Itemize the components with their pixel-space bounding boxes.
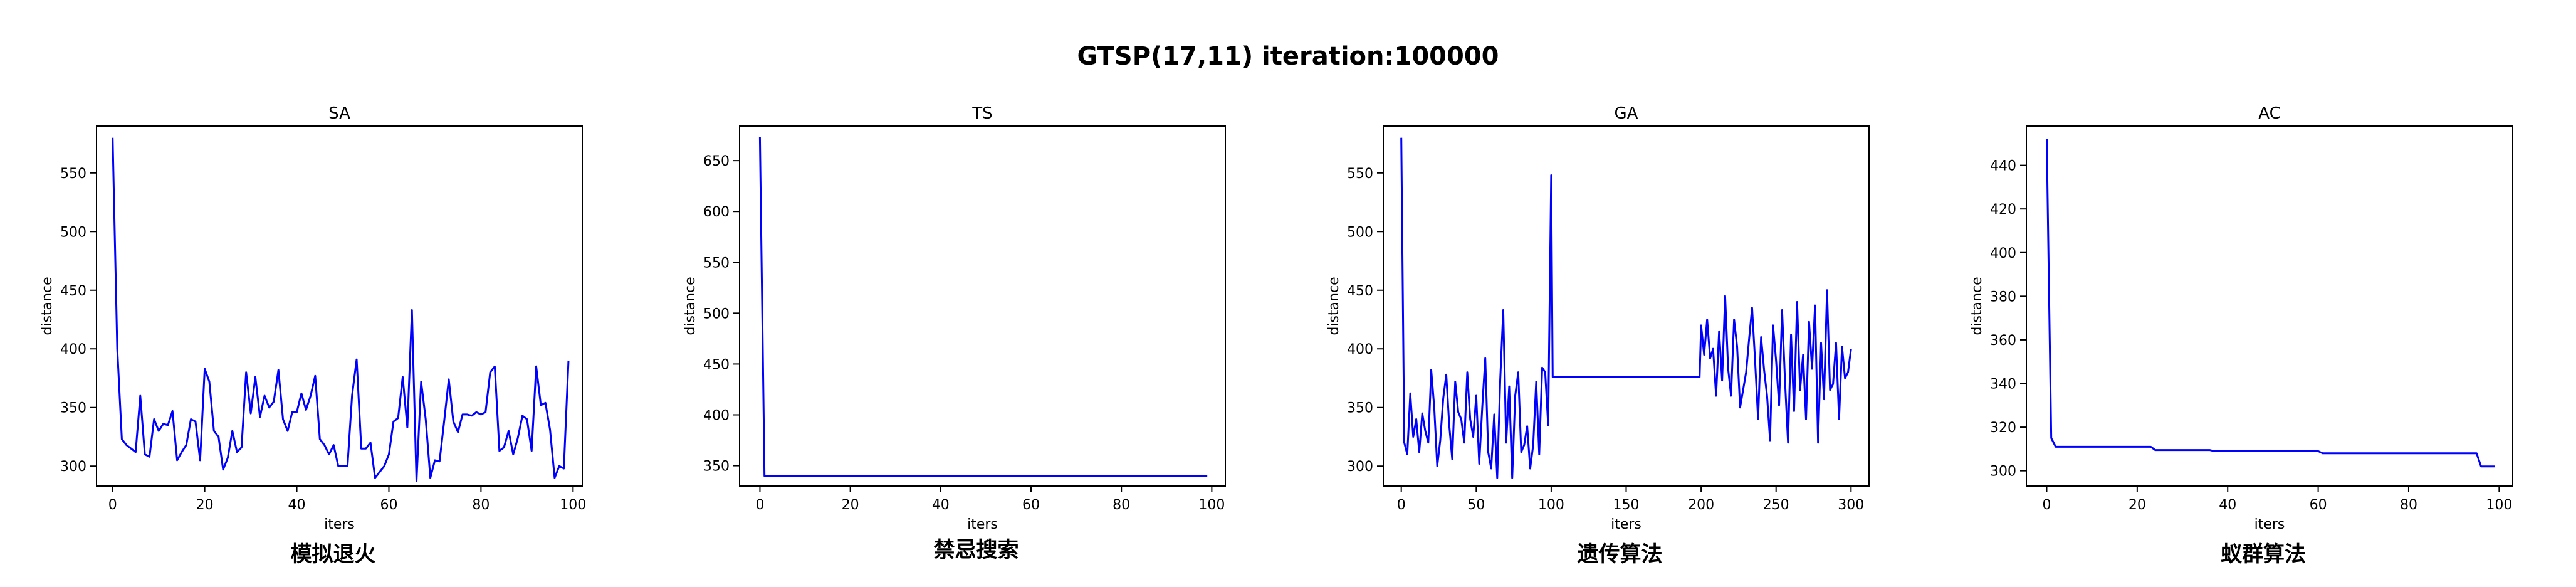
chart-title-ac: AC	[2258, 104, 2280, 123]
x-tick-label: 20	[2128, 497, 2146, 513]
x-tick-label: 100	[560, 497, 586, 513]
x-tick-label: 60	[2310, 497, 2327, 513]
plot-frame-sa	[96, 125, 583, 487]
y-tick-label: 400	[703, 408, 730, 423]
y-tick-label: 420	[1990, 202, 2016, 218]
x-tick-label: 20	[842, 497, 859, 513]
figure-suptitle: GTSP(17,11) iteration:100000	[1077, 42, 1499, 71]
y-tick-label: 350	[60, 401, 86, 416]
y-tick-label: 340	[1990, 376, 2016, 392]
x-tick-label: 100	[1198, 497, 1225, 513]
y-tick-label: 400	[60, 342, 86, 357]
y-axis-label-ts: distance	[683, 277, 698, 335]
y-tick-label: 500	[60, 225, 86, 240]
y-tick-label: 300	[1990, 464, 2016, 480]
y-tick-label: 440	[1990, 159, 2016, 174]
y-tick-label: 400	[1990, 246, 2016, 262]
y-tick-label: 300	[1347, 459, 1373, 475]
x-tick-label: 40	[2219, 497, 2236, 513]
chart-ac: 0 20 40 60 80 100 300 320 340 360 380 400 420 440 AC it…	[1969, 104, 2513, 567]
y-tick-label: 450	[703, 357, 730, 373]
x-tick-label: 40	[288, 497, 306, 513]
x-axis-label-ts: iters	[967, 517, 998, 532]
y-tick-label: 320	[1990, 420, 2016, 436]
y-tick-label: 450	[1347, 283, 1373, 299]
x-tick-label: 300	[1838, 497, 1864, 513]
y-axis-label-ac: distance	[1969, 277, 1985, 335]
y-tick-label: 650	[703, 154, 730, 169]
chart-ga: 0 50 100 150 200 250 300 300 350 400 450 500 550 GA it…	[1326, 104, 1870, 567]
x-tick-label: 0	[108, 497, 117, 513]
series-line-ga	[1400, 137, 1852, 479]
chart-caption-ac: 蚁群算法	[2221, 542, 2306, 567]
chart-caption-ga: 遗传算法	[1578, 542, 1663, 567]
chart-title-ga: GA	[1615, 104, 1638, 123]
chart-caption-ts: 禁忌搜索	[934, 537, 1019, 563]
x-axis-label-ac: iters	[2254, 517, 2285, 532]
x-tick-label: 80	[2400, 497, 2417, 513]
y-tick-label: 400	[1347, 342, 1373, 357]
chart-sa: 0 20 40 60 80 100 300 350 400 450 500 550 SA iters dis…	[39, 104, 586, 567]
chart-title-sa: SA	[328, 104, 350, 123]
y-tick-label: 550	[1347, 166, 1373, 182]
x-tick-label: 250	[1763, 497, 1789, 513]
x-tick-label: 0	[755, 497, 764, 513]
y-tick-label: 350	[1347, 401, 1373, 416]
x-tick-label: 40	[932, 497, 950, 513]
x-tick-label: 60	[1022, 497, 1040, 513]
x-tick-label: 0	[1397, 497, 1406, 513]
y-axis-label-ga: distance	[1326, 277, 1342, 335]
y-tick-label: 600	[703, 204, 730, 220]
y-tick-label: 450	[60, 283, 86, 299]
y-tick-label: 550	[60, 166, 86, 182]
plot-frame-ts	[739, 125, 1226, 487]
x-tick-label: 80	[1113, 497, 1130, 513]
x-tick-label: 100	[1538, 497, 1564, 513]
chart-ts: 0 20 40 60 80 100 350 400 450 500 550 600 650 TS iters…	[683, 104, 1226, 563]
y-axis-label-sa: distance	[39, 277, 55, 335]
x-tick-label: 50	[1467, 497, 1485, 513]
y-tick-label: 550	[703, 255, 730, 271]
x-tick-label: 0	[2042, 497, 2051, 513]
series-line-ac	[2046, 139, 2495, 468]
y-tick-label: 350	[703, 459, 730, 475]
x-tick-label: 100	[2486, 497, 2512, 513]
x-axis-label-ga: iters	[1611, 517, 1641, 532]
x-tick-label: 60	[380, 497, 397, 513]
x-tick-label: 150	[1613, 497, 1640, 513]
x-axis-label-sa: iters	[324, 517, 355, 532]
series-line-ts	[758, 137, 1208, 477]
y-tick-label: 360	[1990, 333, 2016, 349]
plot-frame-ac	[2026, 125, 2513, 487]
x-tick-label: 200	[1688, 497, 1714, 513]
x-tick-label: 20	[196, 497, 214, 513]
y-tick-label: 300	[60, 459, 86, 475]
chart-caption-sa: 模拟退火	[291, 542, 376, 567]
chart-title-ts: TS	[971, 104, 992, 123]
x-tick-label: 80	[472, 497, 490, 513]
y-tick-label: 500	[1347, 225, 1373, 240]
series-line-sa	[112, 137, 570, 482]
y-tick-label: 500	[703, 306, 730, 322]
y-tick-label: 380	[1990, 289, 2016, 305]
